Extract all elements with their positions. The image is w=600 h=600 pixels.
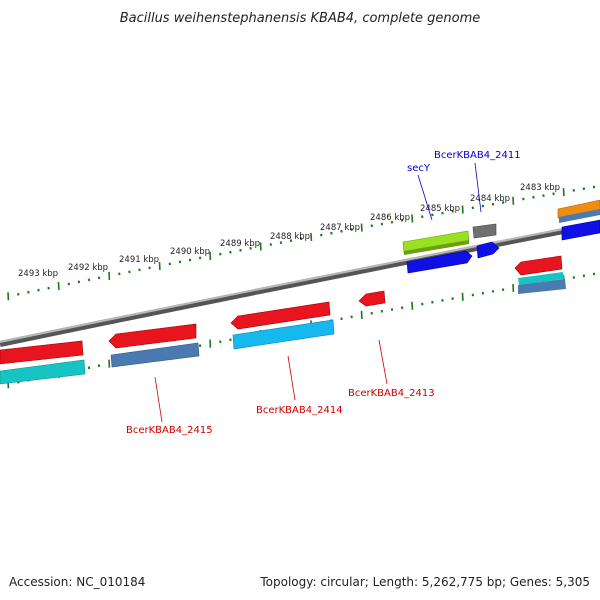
- label-connectors: [154, 162, 482, 423]
- genome-backbone-highlight: [0, 221, 600, 343]
- scale-label-2483: 2483 kbp: [520, 183, 560, 193]
- gene-bcerkbab4-2411[interactable]: [472, 223, 497, 239]
- gene-teal-reverse-right[interactable]: [518, 272, 564, 285]
- gene-secY-shade: [404, 240, 469, 255]
- scale-label-2487: 2487 kbp: [320, 223, 360, 233]
- scale-label-2493: 2493 kbp: [18, 269, 58, 279]
- genome-summary-text: Topology: circular; Length: 5,262,775 bp…: [259, 575, 590, 589]
- forward-strand-genes: [402, 199, 600, 274]
- map-title: Bacillus weihenstephanensis KBAB4, compl…: [120, 11, 481, 26]
- accession-text: Accession: NC_010184: [9, 575, 145, 589]
- gene-red-reverse-left[interactable]: [0, 340, 84, 365]
- scale-label-2491: 2491 kbp: [119, 255, 159, 265]
- outer-scale-ticks: [7, 185, 596, 301]
- scale-label-2485: 2485 kbp: [420, 204, 460, 214]
- gene-orange-forward[interactable]: [557, 199, 600, 219]
- connector-secY: [417, 174, 433, 221]
- reverse-strand-genes: [0, 255, 566, 385]
- gene-blue-forward-edge[interactable]: [561, 219, 600, 241]
- scale-labels: 2493 kbp 2492 kbp 2491 kbp 2490 kbp 2489…: [18, 183, 560, 279]
- gene-bcerkbab4-2414[interactable]: [230, 301, 331, 330]
- gene-bcerkbab4-2413[interactable]: [358, 290, 386, 307]
- gene-blue-forward-small[interactable]: [476, 241, 500, 259]
- connector-bcerkbab4-2413: [378, 339, 388, 385]
- gene-steel-reverse-right[interactable]: [518, 279, 566, 294]
- scale-label-2490: 2490 kbp: [170, 247, 210, 257]
- scale-label-2492: 2492 kbp: [68, 263, 108, 273]
- gene-label-secY[interactable]: secY: [407, 163, 431, 174]
- gene-cyan-reverse-mid[interactable]: [232, 319, 335, 350]
- scale-label-2488: 2488 kbp: [270, 232, 310, 242]
- gene-red-reverse-right[interactable]: [514, 255, 563, 276]
- connector-bcerkbab4-2411: [474, 162, 482, 213]
- gene-teal-reverse-left[interactable]: [0, 359, 86, 385]
- scale-label-2486: 2486 kbp: [370, 213, 410, 223]
- gene-label-bcerkbab4-2414[interactable]: BcerKBAB4_2414: [256, 405, 343, 416]
- genome-backbone: [0, 221, 600, 347]
- gene-steel-reverse-mid[interactable]: [110, 342, 200, 368]
- scale-label-2484: 2484 kbp: [470, 194, 510, 204]
- gene-blue-forward-large[interactable]: [406, 250, 473, 274]
- gene-steel-forward[interactable]: [559, 209, 600, 223]
- connector-bcerkbab4-2415: [154, 376, 163, 423]
- gene-label-bcerkbab4-2411[interactable]: BcerKBAB4_2411: [434, 150, 521, 161]
- scale-label-2489: 2489 kbp: [220, 239, 260, 249]
- connector-bcerkbab4-2414: [287, 355, 296, 401]
- gene-label-bcerkbab4-2415[interactable]: BcerKBAB4_2415: [126, 425, 213, 436]
- gene-bcerkbab4-2415[interactable]: [108, 323, 197, 349]
- gene-label-bcerkbab4-2413[interactable]: BcerKBAB4_2413: [348, 388, 435, 399]
